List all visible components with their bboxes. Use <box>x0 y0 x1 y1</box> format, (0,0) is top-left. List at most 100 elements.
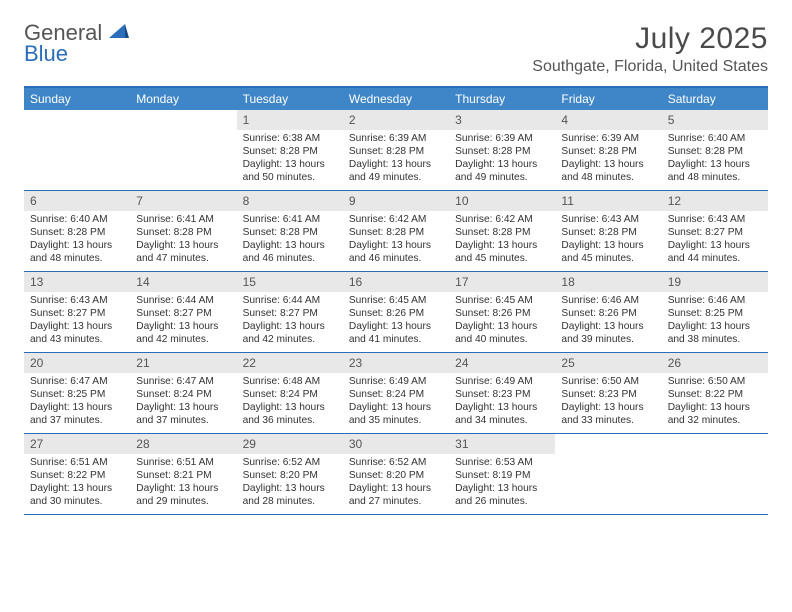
daylight-text-1: Daylight: 13 hours <box>243 158 337 171</box>
day-number: 9 <box>343 191 449 211</box>
day-number: 20 <box>24 353 130 373</box>
daynum-row: 20212223242526 <box>24 353 768 373</box>
week-block: 20212223242526Sunrise: 6:47 AMSunset: 8:… <box>24 353 768 434</box>
day-detail: Sunrise: 6:50 AMSunset: 8:22 PMDaylight:… <box>662 373 768 433</box>
sunset-text: Sunset: 8:23 PM <box>561 388 655 401</box>
day-number: 4 <box>555 110 661 130</box>
sunset-text: Sunset: 8:28 PM <box>243 145 337 158</box>
daylight-text-1: Daylight: 13 hours <box>455 158 549 171</box>
daylight-text-2: and 27 minutes. <box>349 495 443 508</box>
daylight-text-1: Daylight: 13 hours <box>243 320 337 333</box>
daylight-text-1: Daylight: 13 hours <box>243 239 337 252</box>
day-detail: Sunrise: 6:40 AMSunset: 8:28 PMDaylight:… <box>662 130 768 190</box>
day-number: 6 <box>24 191 130 211</box>
daylight-text-2: and 42 minutes. <box>136 333 230 346</box>
daylight-text-1: Daylight: 13 hours <box>668 320 762 333</box>
day-detail: Sunrise: 6:42 AMSunset: 8:28 PMDaylight:… <box>449 211 555 271</box>
daylight-text-2: and 26 minutes. <box>455 495 549 508</box>
day-number: 19 <box>662 272 768 292</box>
day-number: 13 <box>24 272 130 292</box>
sunrise-text: Sunrise: 6:40 AM <box>668 132 762 145</box>
daylight-text-1: Daylight: 13 hours <box>136 239 230 252</box>
daylight-text-2: and 32 minutes. <box>668 414 762 427</box>
dow-cell: Monday <box>130 88 236 110</box>
day-detail: Sunrise: 6:45 AMSunset: 8:26 PMDaylight:… <box>343 292 449 352</box>
page: General Blue July 2025 Southgate, Florid… <box>0 0 792 515</box>
sunrise-text: Sunrise: 6:45 AM <box>349 294 443 307</box>
daylight-text-2: and 49 minutes. <box>349 171 443 184</box>
sunrise-text: Sunrise: 6:41 AM <box>243 213 337 226</box>
daylight-text-2: and 28 minutes. <box>243 495 337 508</box>
daylight-text-1: Daylight: 13 hours <box>561 239 655 252</box>
title-block: July 2025 Southgate, Florida, United Sta… <box>532 22 768 76</box>
day-number: 14 <box>130 272 236 292</box>
sunrise-text: Sunrise: 6:47 AM <box>136 375 230 388</box>
sunset-text: Sunset: 8:26 PM <box>349 307 443 320</box>
sunset-text: Sunset: 8:28 PM <box>455 226 549 239</box>
daylight-text-1: Daylight: 13 hours <box>455 482 549 495</box>
day-detail: Sunrise: 6:42 AMSunset: 8:28 PMDaylight:… <box>343 211 449 271</box>
day-number: 3 <box>449 110 555 130</box>
daylight-text-2: and 30 minutes. <box>30 495 124 508</box>
header: General Blue July 2025 Southgate, Florid… <box>24 22 768 76</box>
daylight-text-1: Daylight: 13 hours <box>30 320 124 333</box>
daylight-text-1: Daylight: 13 hours <box>668 401 762 414</box>
detail-row: Sunrise: 6:51 AMSunset: 8:22 PMDaylight:… <box>24 454 768 514</box>
week-block: 12345Sunrise: 6:38 AMSunset: 8:28 PMDayl… <box>24 110 768 191</box>
daylight-text-1: Daylight: 13 hours <box>136 482 230 495</box>
sunset-text: Sunset: 8:28 PM <box>136 226 230 239</box>
day-number: 22 <box>237 353 343 373</box>
daylight-text-2: and 45 minutes. <box>561 252 655 265</box>
day-number: 28 <box>130 434 236 454</box>
daylight-text-1: Daylight: 13 hours <box>561 158 655 171</box>
day-detail: Sunrise: 6:51 AMSunset: 8:21 PMDaylight:… <box>130 454 236 514</box>
sunrise-text: Sunrise: 6:51 AM <box>30 456 124 469</box>
sunrise-text: Sunrise: 6:44 AM <box>243 294 337 307</box>
day-detail: Sunrise: 6:53 AMSunset: 8:19 PMDaylight:… <box>449 454 555 514</box>
sunrise-text: Sunrise: 6:50 AM <box>668 375 762 388</box>
sunrise-text: Sunrise: 6:49 AM <box>455 375 549 388</box>
daylight-text-1: Daylight: 13 hours <box>668 239 762 252</box>
sunrise-text: Sunrise: 6:39 AM <box>349 132 443 145</box>
sunset-text: Sunset: 8:27 PM <box>668 226 762 239</box>
sunrise-text: Sunrise: 6:42 AM <box>349 213 443 226</box>
day-number: 18 <box>555 272 661 292</box>
daylight-text-1: Daylight: 13 hours <box>30 482 124 495</box>
daylight-text-2: and 48 minutes. <box>561 171 655 184</box>
day-number: 10 <box>449 191 555 211</box>
sunset-text: Sunset: 8:27 PM <box>136 307 230 320</box>
detail-row: Sunrise: 6:47 AMSunset: 8:25 PMDaylight:… <box>24 373 768 433</box>
sunset-text: Sunset: 8:28 PM <box>561 145 655 158</box>
day-detail: Sunrise: 6:49 AMSunset: 8:24 PMDaylight:… <box>343 373 449 433</box>
day-number: 15 <box>237 272 343 292</box>
day-number: 21 <box>130 353 236 373</box>
daynum-row: 13141516171819 <box>24 272 768 292</box>
dow-cell: Saturday <box>662 88 768 110</box>
logo-sail-icon <box>109 22 129 43</box>
dow-cell: Friday <box>555 88 661 110</box>
sunset-text: Sunset: 8:26 PM <box>561 307 655 320</box>
daynum-row: 6789101112 <box>24 191 768 211</box>
day-number: 25 <box>555 353 661 373</box>
sunset-text: Sunset: 8:19 PM <box>455 469 549 482</box>
daylight-text-2: and 43 minutes. <box>30 333 124 346</box>
day-detail: Sunrise: 6:41 AMSunset: 8:28 PMDaylight:… <box>130 211 236 271</box>
day-detail: Sunrise: 6:52 AMSunset: 8:20 PMDaylight:… <box>237 454 343 514</box>
sunset-text: Sunset: 8:28 PM <box>561 226 655 239</box>
daylight-text-1: Daylight: 13 hours <box>561 320 655 333</box>
dow-cell: Thursday <box>449 88 555 110</box>
sunset-text: Sunset: 8:24 PM <box>243 388 337 401</box>
sunset-text: Sunset: 8:26 PM <box>455 307 549 320</box>
sunset-text: Sunset: 8:28 PM <box>243 226 337 239</box>
daylight-text-2: and 34 minutes. <box>455 414 549 427</box>
day-number: 16 <box>343 272 449 292</box>
sunrise-text: Sunrise: 6:46 AM <box>561 294 655 307</box>
sunset-text: Sunset: 8:22 PM <box>668 388 762 401</box>
sunrise-text: Sunrise: 6:40 AM <box>30 213 124 226</box>
sunset-text: Sunset: 8:24 PM <box>136 388 230 401</box>
day-detail: Sunrise: 6:45 AMSunset: 8:26 PMDaylight:… <box>449 292 555 352</box>
daylight-text-2: and 48 minutes. <box>30 252 124 265</box>
day-detail <box>130 130 236 190</box>
daylight-text-2: and 47 minutes. <box>136 252 230 265</box>
dow-cell: Sunday <box>24 88 130 110</box>
